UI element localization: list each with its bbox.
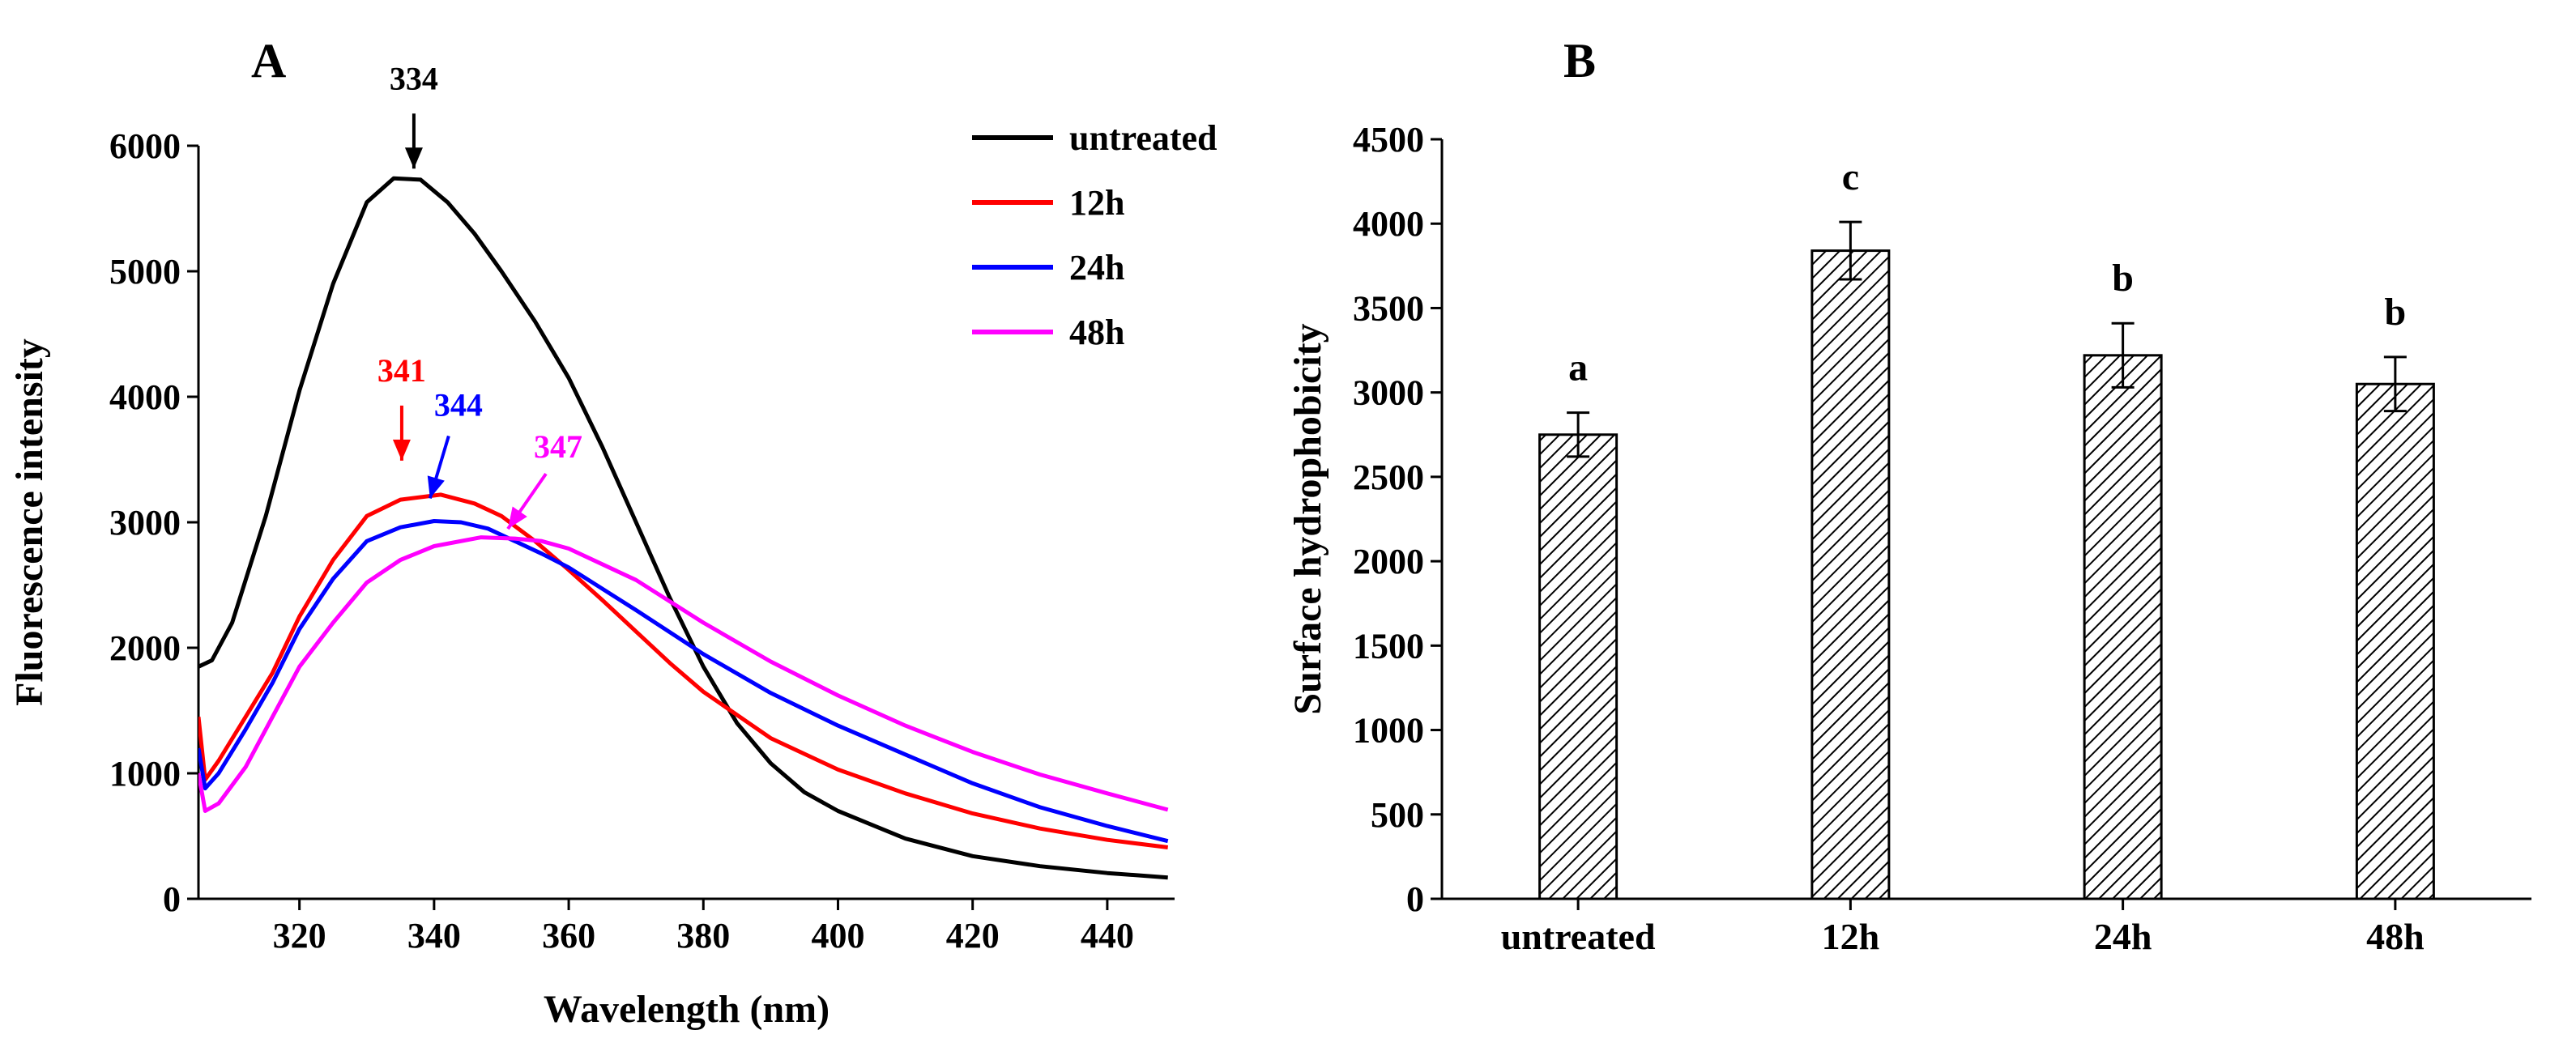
panel-a-legend-label: untreated [1069, 118, 1218, 158]
panel-a-y-tick-label: 5000 [109, 252, 181, 292]
panel-a-y-ticks: 0 1000 2000 3000 4000 5000 6000 [109, 126, 198, 919]
panel-a-peak-label: 341 [377, 352, 426, 389]
panel-a-x-tick-label: 420 [946, 916, 1000, 955]
panel-a-peak-label: 347 [534, 428, 582, 465]
panel-a-y-tick-label: 4000 [109, 377, 181, 417]
panel-a-legend: untreated 12h 24h 48h [972, 118, 1218, 352]
panel-a-series-line-untreated [198, 176, 1168, 880]
panel-b-y-tick-label: 4000 [1353, 204, 1424, 244]
panel-b-x-tick-label: 48h [2366, 916, 2425, 957]
panel-a-series-line-24h [198, 519, 1169, 844]
panel-a-y-tick-label: 6000 [109, 126, 181, 166]
panel-b-significance-letter: a [1568, 347, 1588, 389]
panel-b-significance-letter: b [2112, 257, 2134, 300]
panel-b-y-axis-label: Surface hydrophobicity [1286, 323, 1329, 714]
panel-a-peak-arrow-head [404, 147, 423, 169]
panel-a-x-tick-label: 320 [273, 916, 326, 955]
panel-a-line-chart: A 320 340 360 380 400 420 440 0 1000 2000 3000 400… [8, 34, 1218, 1031]
panel-a-peak-label: 334 [390, 60, 438, 96]
panel-a-y-axis-label: Fluorescence intensity [8, 338, 51, 706]
panel-b-bars: a c b b [1538, 155, 2435, 900]
panel-a-series-line-48h [198, 535, 1169, 813]
panel-b-y-ticks: 0 500 1000 1500 2000 2500 3000 3500 4000 4500 [1353, 120, 1442, 919]
panel-b-y-tick-label: 2000 [1353, 542, 1424, 581]
panel-b-x-ticks: untreated 12h 24h 48h [1501, 899, 2425, 957]
panel-b-y-tick-label: 0 [1406, 879, 1424, 919]
panel-b-bar-untreated [1538, 433, 1619, 900]
panel-a-legend-label: 48h [1069, 313, 1124, 352]
panel-b-y-tick-label: 1000 [1353, 711, 1424, 751]
panel-b-x-tick-label: 24h [2094, 916, 2152, 957]
panel-a-label: A [251, 34, 286, 87]
panel-b-bar-12h [1810, 249, 1891, 900]
panel-a-legend-label: 24h [1069, 248, 1124, 287]
panel-a-y-tick-label: 2000 [109, 628, 181, 668]
panel-a-peak-label: 344 [434, 386, 483, 423]
panel-b-y-tick-label: 2500 [1353, 458, 1424, 497]
panel-b-x-tick-label: untreated [1501, 916, 1656, 957]
panel-b-bar-chart: B 0 500 1000 1500 2000 2500 3000 3500 4000 4500 a… [1286, 34, 2531, 957]
panel-a-legend-label: 12h [1069, 183, 1124, 223]
panel-a-series-line-12h [198, 492, 1169, 849]
panel-b-y-tick-label: 500 [1371, 795, 1424, 835]
panel-a-x-tick-label: 340 [407, 916, 461, 955]
panel-b-bar-24h [2083, 354, 2163, 900]
panel-a-y-tick-label: 0 [163, 879, 181, 919]
panel-b-significance-letter: b [2385, 291, 2407, 334]
panel-b-significance-letter: c [1842, 155, 1859, 198]
panel-b-y-tick-label: 3000 [1353, 373, 1424, 413]
panel-b-label: B [1563, 34, 1596, 87]
panel-a-x-tick-label: 360 [542, 916, 595, 955]
panel-b-x-tick-label: 12h [1822, 916, 1880, 957]
panel-a-y-tick-label: 1000 [109, 754, 181, 794]
panel-b-axes [1440, 139, 2531, 900]
panel-a-x-ticks: 320 340 360 380 400 420 440 [273, 899, 1134, 955]
panel-a-x-tick-label: 440 [1081, 916, 1134, 955]
panel-a-peak-arrow-head [507, 506, 527, 530]
panel-a-series [198, 176, 1169, 880]
panel-b-bar-48h [2355, 382, 2435, 900]
panel-b-y-tick-label: 1500 [1353, 626, 1424, 666]
panel-b-y-tick-label: 4500 [1353, 120, 1424, 160]
panel-b-y-tick-label: 3500 [1353, 288, 1424, 328]
panel-a-peak-arrow-head [392, 439, 411, 461]
panel-a-peak-arrow-head [427, 475, 445, 499]
panel-a-x-axis-label: Wavelength (nm) [544, 988, 830, 1031]
panel-a-x-tick-label: 380 [676, 916, 730, 955]
panel-a-x-tick-label: 400 [811, 916, 864, 955]
panel-a-y-tick-label: 3000 [109, 503, 181, 543]
